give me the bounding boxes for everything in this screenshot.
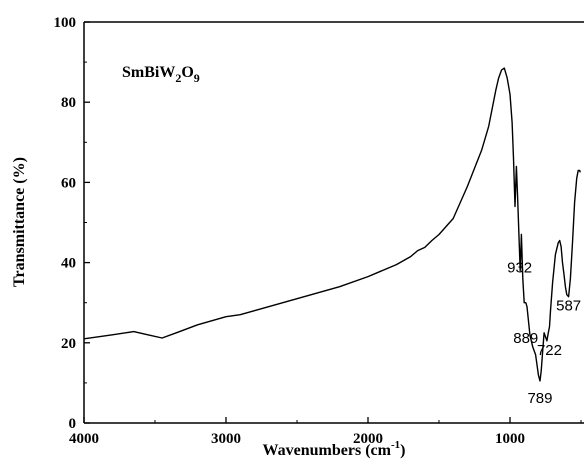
y-tick-label: 20 bbox=[61, 336, 76, 352]
peak-label-889: 889 bbox=[513, 330, 538, 347]
y-axis-title: Transmittance (%) bbox=[11, 157, 28, 287]
y-tick-label: 80 bbox=[61, 95, 76, 111]
x-tick-label: 1000 bbox=[495, 431, 525, 447]
y-tick-label: 100 bbox=[54, 15, 77, 31]
peak-label-789: 789 bbox=[527, 390, 552, 407]
x-tick-label: 4000 bbox=[69, 431, 99, 447]
ticks: 0 20 40 60 80 100 4000 3000 2000 1000 bbox=[54, 15, 582, 447]
peak-label-587: 587 bbox=[556, 298, 581, 315]
x-tick-label: 2000 bbox=[353, 431, 383, 447]
axes bbox=[83, 21, 584, 424]
x-axis-title: Wavenumbers (cm-1) bbox=[263, 439, 406, 459]
y-tick-label: 0 bbox=[69, 416, 77, 432]
y-tick-label: 40 bbox=[61, 256, 76, 272]
sample-label: SmBiW2O9 bbox=[122, 64, 200, 85]
plot-area bbox=[84, 67, 581, 382]
peak-label-932: 932 bbox=[507, 260, 532, 277]
spectrum-line bbox=[84, 67, 581, 382]
peak-annotations: 932 889 789 722 587 bbox=[507, 260, 581, 407]
peak-label-722: 722 bbox=[537, 342, 562, 359]
y-tick-label: 60 bbox=[61, 175, 76, 191]
x-tick-label: 3000 bbox=[211, 431, 241, 447]
